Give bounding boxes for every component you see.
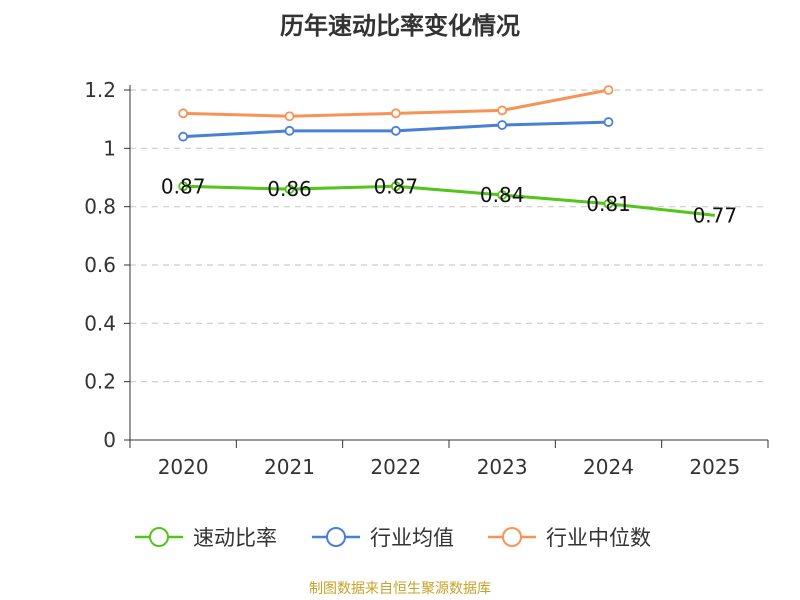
x-tick-label: 2025	[689, 455, 740, 479]
legend: 速动比率 行业均值 行业中位数	[135, 526, 651, 550]
data-label: 0.77	[693, 203, 738, 227]
data-point	[284, 125, 295, 136]
data-point	[390, 108, 401, 119]
chart-title: 历年速动比率变化情况	[280, 12, 520, 40]
legend-label: 行业均值	[370, 526, 454, 550]
x-tick-label: 2021	[264, 455, 315, 479]
y-tick-label: 1.2	[84, 78, 116, 102]
legend-item[interactable]: 行业中位数	[488, 526, 651, 550]
data-point	[178, 181, 189, 192]
data-source-note: 制图数据来自恒生聚源数据库	[309, 581, 491, 597]
series-line	[183, 184, 715, 217]
y-tick-label: 0.4	[84, 311, 116, 335]
grid-lines	[130, 89, 768, 383]
legend-label: 行业中位数	[546, 526, 651, 550]
legend-marker	[149, 527, 169, 547]
data-point	[603, 85, 614, 95]
legend-item[interactable]: 行业均值	[312, 526, 454, 550]
data-label: 0.84	[480, 183, 525, 207]
legend-marker	[502, 527, 522, 547]
x-tick-label: 2020	[158, 455, 209, 479]
data-point	[603, 117, 614, 127]
data-point	[284, 184, 295, 195]
legend-marker	[326, 527, 346, 547]
data-point	[178, 108, 189, 119]
data-point	[390, 125, 401, 136]
legend-label: 速动比率	[193, 526, 277, 550]
y-tick-label: 0.6	[84, 253, 116, 277]
data-point	[497, 190, 508, 200]
data-labels: 0.87 0.86 0.87 0.84 0.81 0.77	[161, 174, 737, 227]
y-tick-label: 0.2	[84, 370, 116, 394]
x-tick-label: 2024	[583, 455, 634, 479]
data-label: 0.86	[267, 177, 312, 201]
y-tick-label: 0	[103, 428, 116, 452]
data-label: 0.87	[374, 174, 419, 198]
y-tick-label: 0.8	[84, 195, 116, 219]
data-point	[497, 120, 508, 130]
data-point	[603, 198, 614, 209]
x-tick-label: 2023	[477, 455, 528, 479]
x-tick-label: 2022	[370, 455, 421, 479]
data-point	[284, 111, 295, 122]
data-label: 0.81	[586, 192, 631, 216]
y-tick-label: 1	[103, 136, 116, 160]
data-point	[497, 105, 508, 116]
legend-item[interactable]: 速动比率	[135, 526, 277, 550]
data-label: 0.87	[161, 174, 206, 198]
data-point	[390, 181, 401, 192]
data-point	[178, 131, 189, 142]
series-lines	[178, 85, 715, 217]
